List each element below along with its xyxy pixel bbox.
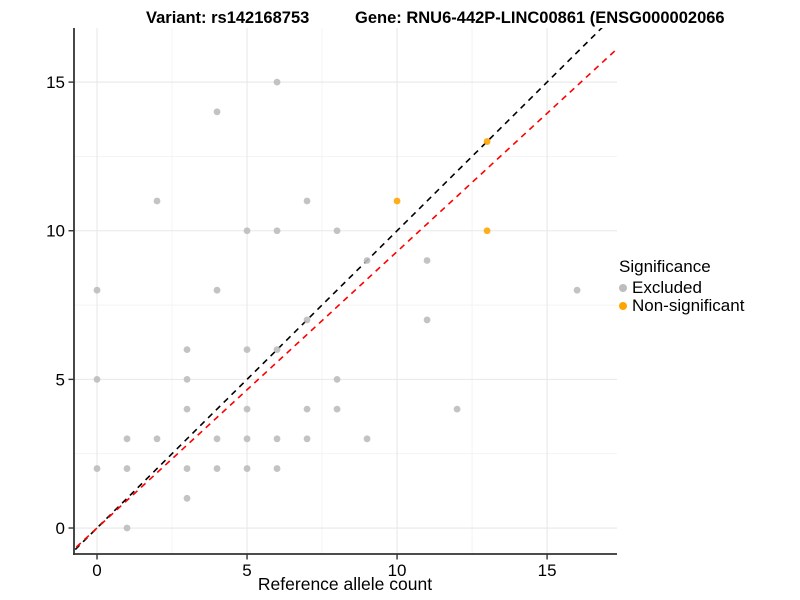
identity-line — [74, 28, 603, 552]
y-tick-label: 15 — [46, 73, 65, 92]
data-point-excluded — [183, 346, 191, 354]
data-point-excluded — [273, 227, 281, 235]
data-point-excluded — [303, 405, 311, 413]
excluded-dot-icon — [619, 284, 627, 292]
legend-label-excluded: Excluded — [632, 278, 702, 297]
data-point-excluded — [273, 465, 281, 472]
data-point-excluded — [213, 465, 221, 472]
data-point-excluded — [243, 346, 251, 354]
data-point-excluded — [243, 435, 251, 443]
data-point-excluded — [333, 227, 341, 235]
data-point-excluded — [153, 435, 161, 443]
data-point-non-significant — [483, 227, 491, 235]
data-point-excluded — [243, 465, 251, 472]
data-point-excluded — [123, 465, 131, 472]
x-tick-label: 15 — [538, 561, 557, 580]
data-point-excluded — [303, 316, 311, 324]
data-point-excluded — [123, 524, 131, 532]
data-point-excluded — [303, 435, 311, 443]
y-tick-label: 0 — [56, 519, 65, 538]
data-point-excluded — [183, 465, 191, 472]
data-point-excluded — [363, 257, 371, 264]
gene-title: Gene: RNU6-442P-LINC00861 (ENSG000002066 — [355, 9, 725, 27]
data-point-excluded — [573, 286, 581, 294]
data-point-excluded — [423, 257, 431, 264]
legend-item-excluded: Excluded — [619, 278, 744, 297]
data-point-excluded — [243, 227, 251, 235]
data-point-excluded — [333, 375, 341, 383]
y-tick-label: 5 — [56, 370, 65, 389]
data-point-excluded — [123, 435, 131, 443]
legend-item-non-significant: Non-significant — [619, 296, 745, 315]
data-point-excluded — [363, 435, 371, 443]
y-tick-label: 10 — [46, 222, 65, 241]
data-point-excluded — [273, 78, 281, 86]
x-tick-label: 5 — [242, 561, 251, 580]
data-point-excluded — [423, 316, 431, 324]
data-point-excluded — [213, 286, 221, 294]
data-point-non-significant — [393, 197, 401, 205]
variant-title: Variant: rs142168753 — [146, 9, 310, 27]
x-tick-label: 10 — [388, 561, 407, 580]
data-point-excluded — [153, 197, 161, 205]
data-point-excluded — [93, 286, 101, 294]
fit-line — [74, 47, 617, 551]
legend-label-non-significant: Non-significant — [632, 296, 745, 315]
data-point-excluded — [93, 375, 101, 383]
x-tick-label: 0 — [92, 561, 101, 580]
legend: Significance Excluded Non-significant — [619, 257, 744, 315]
data-point-excluded — [273, 346, 281, 354]
legend-title: Significance — [619, 257, 711, 276]
data-point-excluded — [243, 405, 251, 413]
x-axis-title: Reference allele count — [257, 574, 433, 594]
data-point-excluded — [453, 405, 461, 413]
data-point-excluded — [303, 197, 311, 205]
data-point-excluded — [183, 375, 191, 383]
data-point-non-significant — [483, 138, 491, 145]
data-point-excluded — [333, 405, 341, 413]
non-significant-dot-icon — [619, 302, 627, 310]
data-point-excluded — [273, 435, 281, 443]
data-point-excluded — [93, 465, 101, 472]
data-point-excluded — [183, 494, 191, 502]
data-point-excluded — [213, 108, 221, 116]
data-point-excluded — [213, 435, 221, 443]
data-point-excluded — [183, 405, 191, 413]
